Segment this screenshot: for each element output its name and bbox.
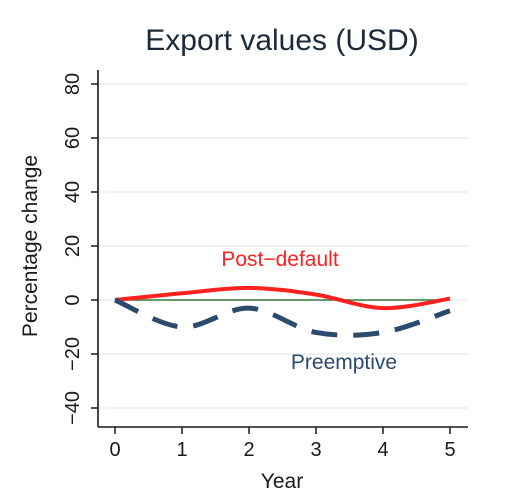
x-tick-label-2: 2	[243, 439, 254, 461]
y-tick-label-4: 40	[62, 181, 84, 203]
series-label-post-default: Post−default	[221, 248, 339, 271]
x-tick-label-1: 1	[176, 439, 187, 461]
axes	[97, 70, 468, 428]
y-axis-label: Percentage change	[19, 155, 42, 337]
y-tick-label-2: 0	[62, 294, 84, 305]
y-tick-label-1: −20	[62, 337, 84, 371]
y-tick-label-3: 20	[62, 235, 84, 257]
y-tick-label-5: 60	[62, 127, 84, 149]
series-line-0	[114, 285, 451, 311]
chart-title: Export values (USD)	[145, 24, 418, 57]
y-axis-ticks: −40 −20 0 20 40 60 80	[62, 73, 98, 425]
x-tick-label-0: 0	[109, 439, 120, 461]
x-tick-label-3: 3	[310, 439, 321, 461]
y-tick-label-0: −40	[62, 391, 84, 425]
y-tick-label-6: 80	[62, 73, 84, 95]
series-lines	[113, 285, 451, 338]
x-axis-ticks: 0 1 2 3 4 5	[109, 427, 456, 461]
grid-lines	[98, 83, 468, 409]
x-tick-label-4: 4	[377, 439, 388, 461]
series-label-preemptive: Preemptive	[291, 351, 397, 374]
series-line-1	[113, 297, 451, 338]
x-axis-label: Year	[261, 470, 303, 493]
x-tick-label-5: 5	[444, 439, 455, 461]
